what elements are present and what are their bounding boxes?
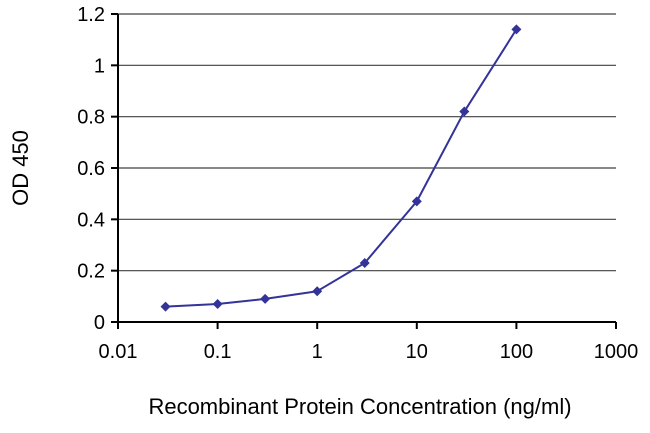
y-tick-label: 0 [94,312,105,334]
data-point-marker [312,286,323,297]
y-tick-label: 0.4 [77,209,105,231]
y-tick-label: 0.8 [77,107,105,129]
y-tick-label: 1.2 [77,4,105,26]
y-tick-label: 1 [94,55,105,77]
chart-plot-area: 0 0.2 0.4 0.6 0.8 1 1.2 0.01 0.1 1 10 100 1000 [77,4,638,363]
x-tick-label: 10 [406,341,428,363]
y-tick-label: 0.2 [77,261,105,283]
y-axis-title: OD 450 [8,130,33,206]
x-tick-label: 1 [312,341,323,363]
data-point-marker [160,301,171,312]
x-tick-label: 0.1 [204,341,232,363]
data-point-marker [212,299,223,310]
data-point-marker [459,106,470,117]
data-point-marker [359,257,370,268]
x-axis-title: Recombinant Protein Concentration (ng/ml… [148,394,571,419]
data-point-marker [511,24,522,35]
x-tick-label: 100 [500,341,533,363]
data-point-marker [260,293,271,304]
y-tick-label: 0.6 [77,158,105,180]
x-tick-label: 1000 [594,341,639,363]
data-point-marker [411,196,422,207]
x-tick-label: 0.01 [99,341,138,363]
data-series-line [165,28,518,308]
